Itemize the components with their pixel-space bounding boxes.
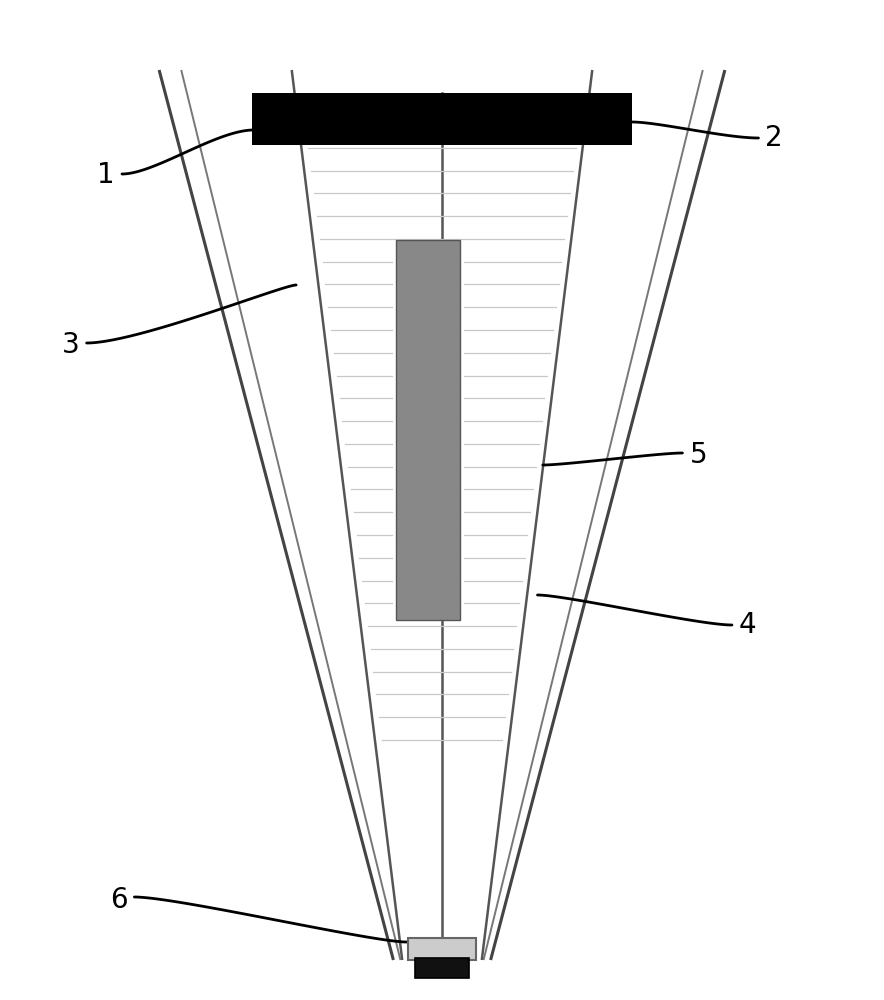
Bar <box>252 93 632 145</box>
Text: 4: 4 <box>738 611 756 639</box>
Bar <box>415 958 469 978</box>
Bar <box>396 240 460 620</box>
Text: 2: 2 <box>765 124 782 152</box>
Text: 1: 1 <box>97 161 115 189</box>
Text: 5: 5 <box>690 441 707 469</box>
Text: 6: 6 <box>110 886 128 914</box>
Text: 3: 3 <box>62 331 80 359</box>
Bar <box>408 938 476 960</box>
